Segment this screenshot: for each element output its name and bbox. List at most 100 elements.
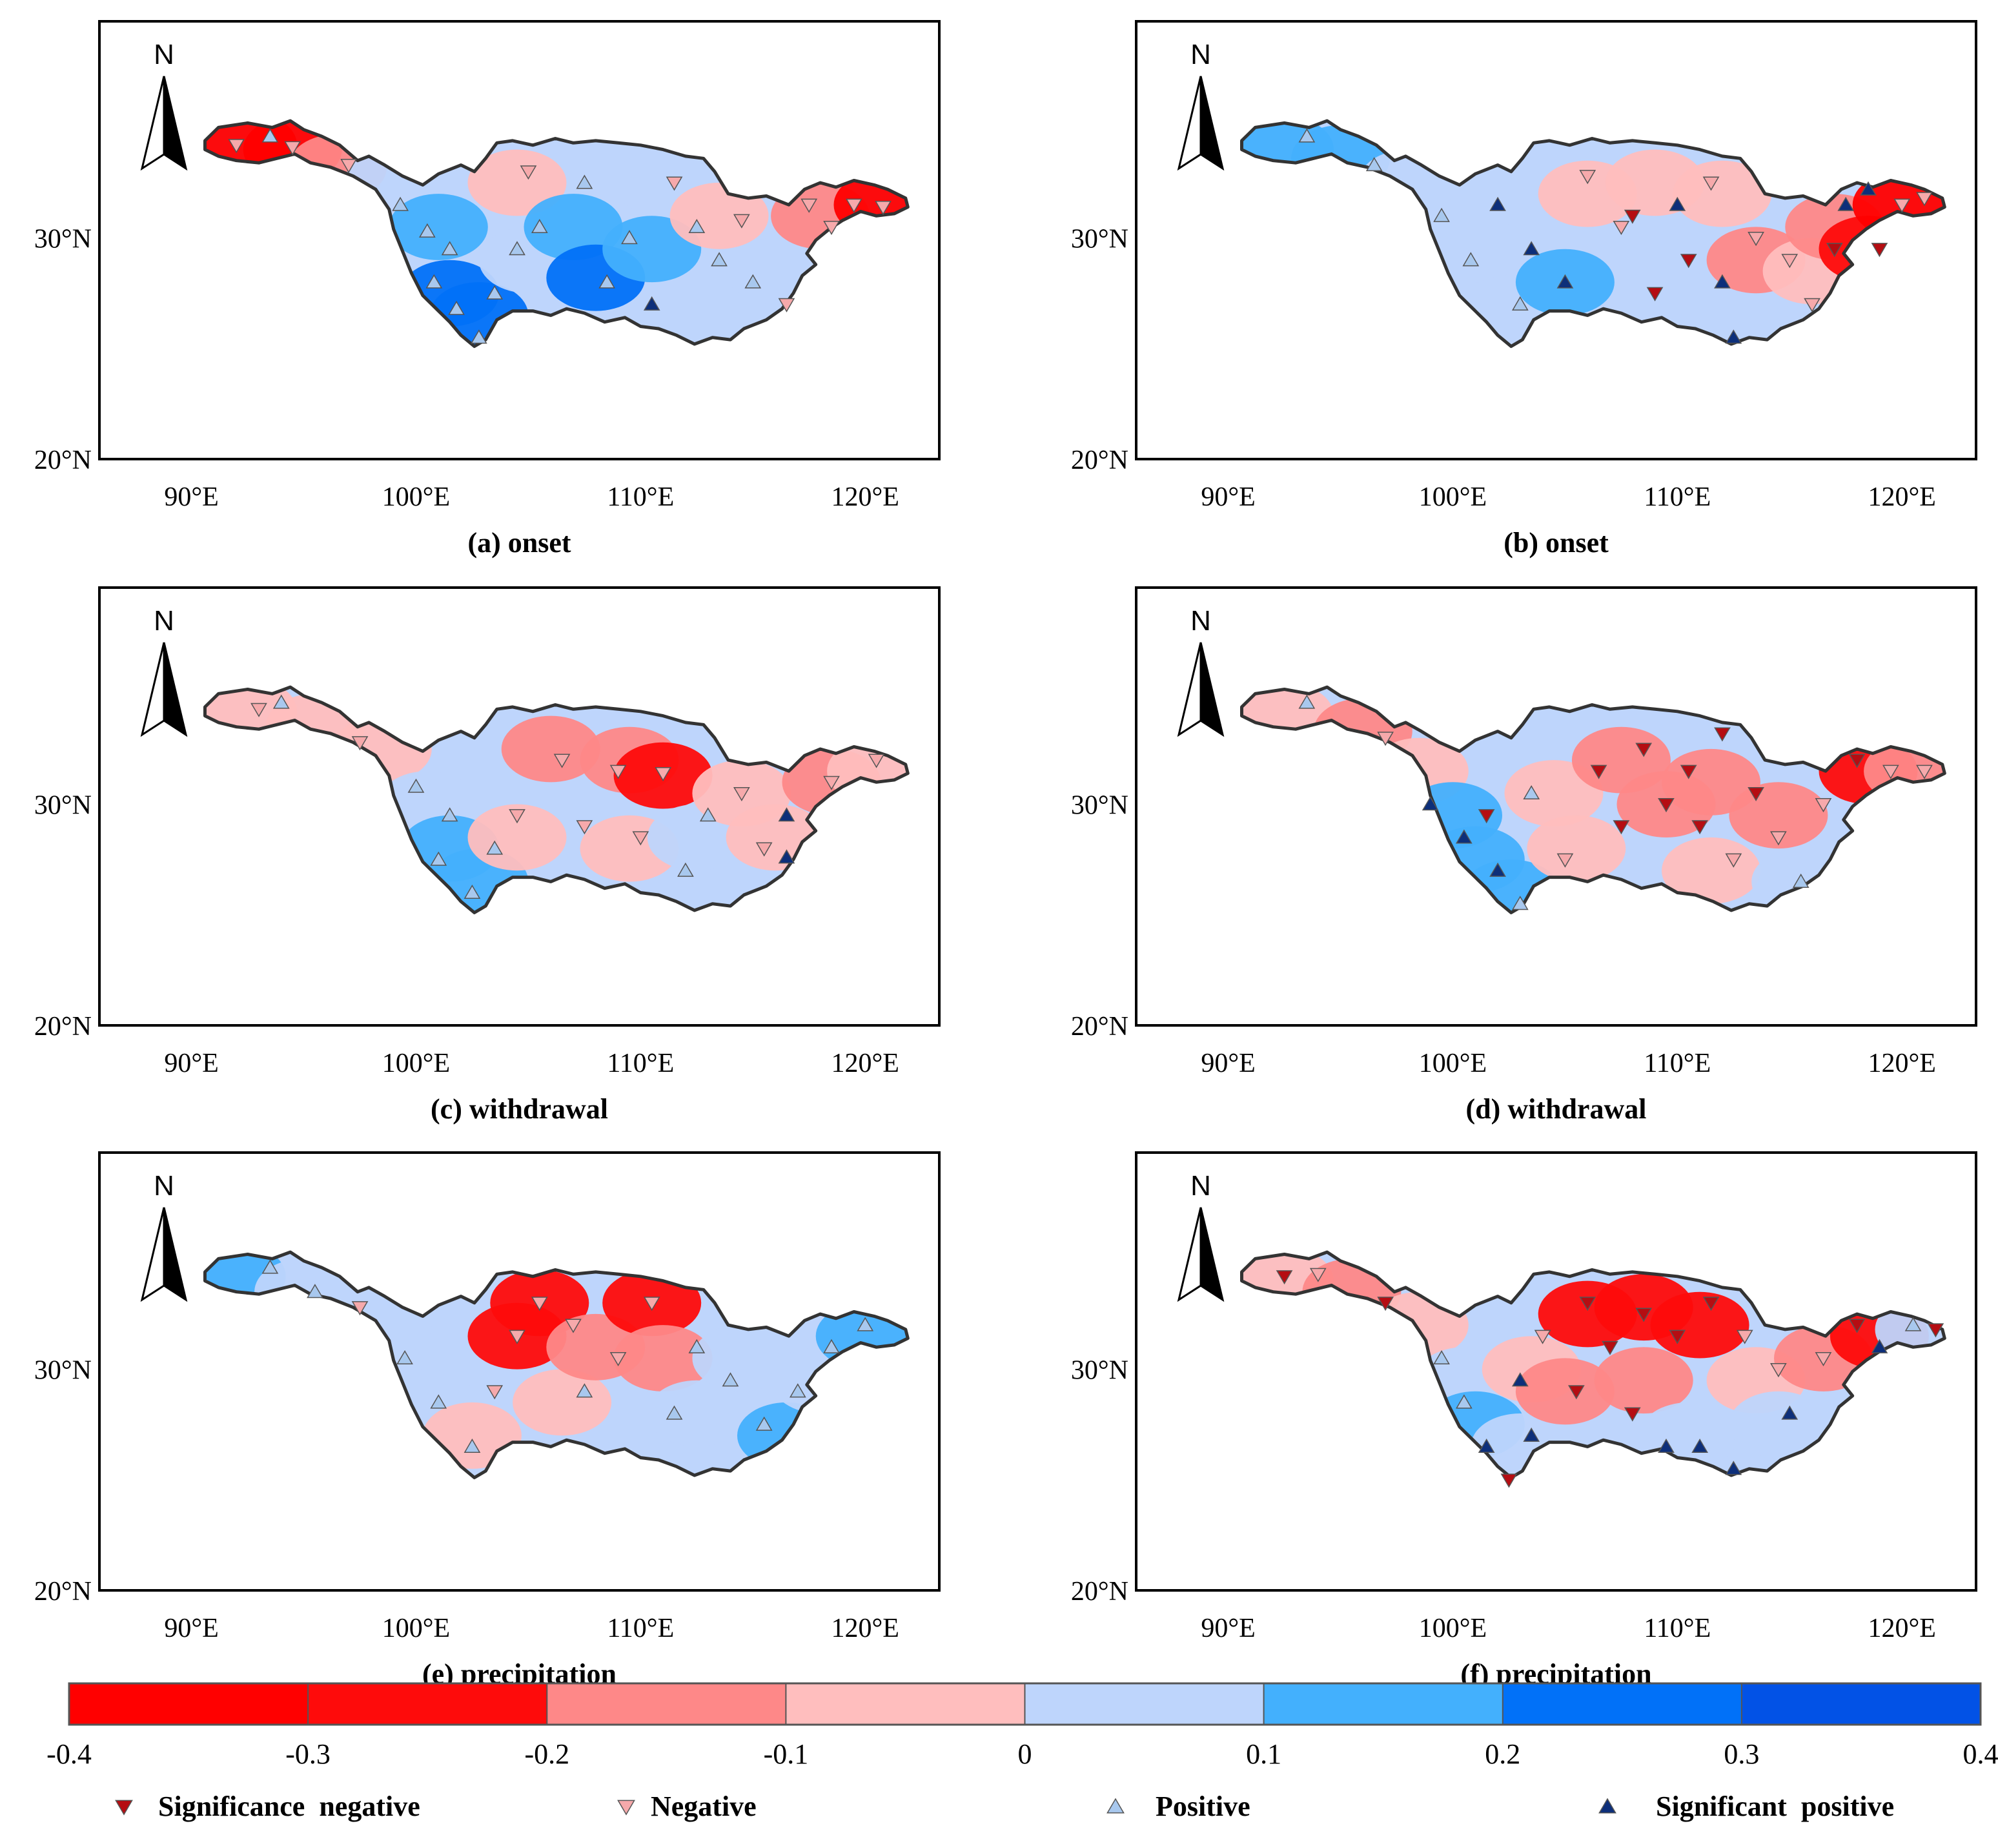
colorbar-tick-label: 0.3 [1724,1738,1759,1770]
station-marker [396,1350,413,1365]
panel-caption: (d) withdrawal [1466,1093,1647,1125]
x-tick-label: 100°E [1419,1049,1487,1078]
station-marker [261,1259,279,1274]
station-marker [1848,754,1866,768]
x-tick-label: 90°E [1201,1614,1255,1643]
station-marker [1365,157,1383,172]
station-marker [711,252,728,267]
station-marker [1860,181,1877,196]
station-marker [1422,796,1439,811]
station-marker [407,778,425,793]
station-marker [1669,1330,1686,1344]
station-marker [1624,209,1641,224]
station-marker [509,1330,525,1344]
station-marker [470,329,487,344]
station-marker [1725,853,1742,868]
station-marker [1613,220,1630,235]
colorbar-tick-label: -0.3 [285,1738,331,1770]
station-marker [778,849,795,864]
north-label: N [1190,39,1211,70]
station-marker [1523,785,1540,800]
station-marker [250,703,267,717]
y-tick-label: 20°N [1071,1577,1128,1607]
station-marker [1455,829,1473,844]
north-label: N [1190,605,1211,637]
station-marker [1590,765,1607,779]
station-marker [1298,128,1316,143]
x-tick-label: 100°E [382,1049,450,1078]
station-marker [448,300,465,315]
station-marker [486,840,504,855]
station-marker [486,1385,504,1400]
station-marker [1826,243,1843,258]
x-tick-label: 100°E [1419,1614,1487,1643]
station-marker [666,176,683,191]
basin-outline [203,1250,910,1479]
station-marker [1489,862,1506,877]
colorbar-tick-label: -0.1 [764,1738,809,1770]
x-tick-label: 120°E [1868,1049,1935,1078]
value-zone [647,1380,746,1447]
panel-c: N 90°E 100°E 110°E 120°E 30°N 20°N (c) withdraw… [34,586,941,1125]
panel-e: N90°E 100°E 110°E 120°E30°N20°N(e) precipit… [34,1151,941,1690]
station-marker [1489,196,1506,211]
value-zone [501,715,600,783]
north-label: N [154,605,174,637]
station-marker [261,128,279,143]
station-marker [688,1339,706,1353]
legend-label-positive: Positive [1156,1791,1250,1822]
station-marker [1624,1407,1641,1422]
station-marker [1804,298,1820,313]
marker-legend: Significance negative Negative Positive Sig… [115,1791,1894,1822]
station-marker [1523,241,1540,256]
basin-outline [203,119,910,348]
station-marker [1781,1405,1799,1420]
x-tick-label: 120°E [831,482,899,512]
station-marker [351,736,369,751]
station-marker [1702,176,1720,191]
y-tick-label: 30°N [34,1356,92,1386]
station-marker [1567,1385,1585,1400]
station-marker [509,809,525,824]
station-marker [621,230,638,245]
station-marker [430,851,447,866]
basin-outline [203,685,910,914]
colorbar-tick-label: 0.4 [1963,1738,1998,1770]
colorbar-segment [308,1683,547,1725]
x-tick-label: 110°E [1644,482,1711,512]
station-marker [643,1297,660,1311]
station-marker [272,694,290,709]
y-tick-label: 20°N [1071,446,1128,475]
legend-marker-positive [1106,1798,1125,1814]
station-marker [531,1297,548,1311]
value-zone [1425,216,1525,283]
station-marker [351,1301,369,1316]
station-marker [1613,820,1630,835]
station-marker [531,219,548,234]
north-arrow-icon [163,1207,188,1302]
station-marker [1815,1351,1832,1366]
x-tick-label: 120°E [831,1614,899,1643]
colorbar-tick-label: -0.2 [524,1738,569,1770]
station-marker [1748,232,1764,247]
x-tick-label: 110°E [607,1049,674,1078]
station-marker [418,223,436,238]
x-tick-label: 120°E [831,1049,899,1078]
station-marker [576,1383,593,1398]
station-marker [823,220,840,235]
station-marker [1635,1308,1653,1322]
value-zone [1527,815,1626,882]
value-zone [467,149,567,216]
basin-outline [1240,685,1946,914]
north-arrow-icon [1199,76,1225,171]
colorbar-segment [1741,1683,1981,1725]
station-marker [1556,274,1574,289]
colorbar-segment [1502,1683,1742,1725]
value-zone [1594,1347,1693,1414]
station-marker [392,196,409,211]
y-tick-label: 30°N [34,791,92,821]
legend-label-sig-negative: Significance negative [158,1791,420,1822]
x-tick-label: 100°E [1419,482,1487,512]
station-marker [441,241,458,256]
